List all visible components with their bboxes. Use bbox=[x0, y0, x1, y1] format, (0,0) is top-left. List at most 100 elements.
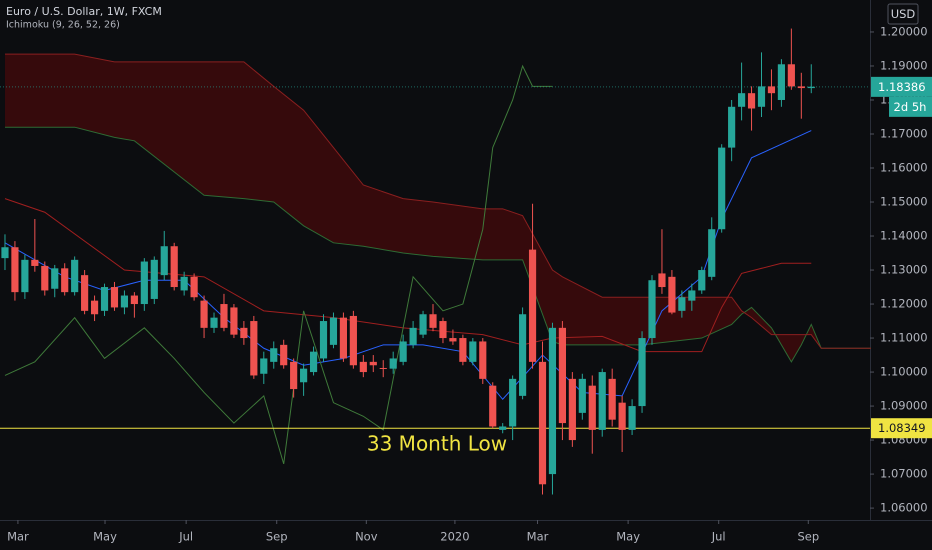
candle-body bbox=[150, 259, 158, 299]
candle-body bbox=[309, 351, 318, 373]
candle-body bbox=[300, 368, 308, 383]
candle-body bbox=[429, 314, 437, 328]
y-tick-label: 1.19000 bbox=[880, 58, 928, 72]
candle-body bbox=[90, 300, 99, 315]
currency-box[interactable] bbox=[887, 3, 919, 25]
candle-body bbox=[160, 246, 168, 276]
candle-body bbox=[389, 358, 397, 369]
candle-body bbox=[61, 268, 69, 293]
candle-body bbox=[499, 426, 507, 430]
candle-body bbox=[100, 287, 109, 311]
price-badge-label: 1.18386 bbox=[878, 80, 926, 94]
candle-body bbox=[519, 314, 527, 396]
y-tick-label: 1.14000 bbox=[880, 229, 928, 243]
x-tick-label: Sep bbox=[266, 530, 288, 544]
candle-body bbox=[767, 86, 776, 94]
y-tick-label: 1.13000 bbox=[880, 263, 928, 277]
x-tick-label: Sep bbox=[797, 530, 819, 544]
chart-title: Euro / U.S. Dollar, 1W, FXCM bbox=[6, 5, 162, 18]
currency-label[interactable]: USD bbox=[891, 7, 916, 21]
y-tick-label: 1.06000 bbox=[880, 501, 928, 515]
ichimoku-cloud bbox=[4, 54, 871, 362]
candle-body bbox=[439, 321, 447, 339]
candle-body bbox=[807, 86, 815, 89]
candle-body bbox=[747, 93, 756, 109]
candle-body bbox=[270, 348, 278, 362]
candle-body bbox=[339, 317, 348, 359]
candle-body bbox=[728, 106, 736, 148]
candle-body bbox=[81, 275, 89, 311]
candle-body bbox=[220, 304, 228, 328]
candle-body bbox=[41, 265, 49, 291]
candle-body bbox=[290, 361, 298, 390]
candle-body bbox=[449, 338, 457, 342]
low-badge-label: 1.08349 bbox=[878, 421, 926, 435]
candle-body bbox=[787, 64, 795, 87]
candle-body bbox=[260, 358, 268, 374]
countdown-badge bbox=[889, 96, 932, 117]
x-tick-label: Mar bbox=[527, 530, 549, 544]
candle-body bbox=[200, 300, 208, 328]
candle-body bbox=[369, 361, 377, 366]
x-tick-label: 2020 bbox=[440, 530, 469, 544]
y-tick-label: 1.16000 bbox=[880, 161, 928, 175]
candle-body bbox=[479, 341, 487, 379]
x-tick-label: Jul bbox=[178, 530, 193, 544]
indicator-label: Ichimoku (9, 26, 52, 26) bbox=[6, 20, 120, 31]
candle-body bbox=[469, 341, 477, 362]
candle-body bbox=[688, 290, 696, 301]
candle-body bbox=[419, 314, 427, 335]
cloud-span-b bbox=[4, 53, 871, 349]
candle-body bbox=[538, 361, 547, 485]
candle-body bbox=[459, 338, 467, 362]
candle-body bbox=[31, 259, 39, 266]
candle-body bbox=[618, 402, 626, 430]
candle-body bbox=[738, 93, 746, 107]
candle-body bbox=[11, 247, 19, 293]
candle-body bbox=[648, 280, 656, 339]
candle-body bbox=[578, 378, 586, 413]
x-tick-label: Jul bbox=[711, 530, 726, 544]
x-tick-label: May bbox=[616, 530, 640, 544]
candle-body bbox=[509, 378, 517, 427]
candle-body bbox=[797, 86, 805, 89]
cloud-span-a bbox=[4, 126, 871, 363]
candle-body bbox=[757, 86, 766, 107]
y-tick-label: 1.20000 bbox=[880, 24, 928, 38]
x-tick-label: May bbox=[93, 530, 117, 544]
candle-body bbox=[718, 147, 726, 230]
y-tick-label: 1.12000 bbox=[880, 297, 928, 311]
y-tick-label: 1.10000 bbox=[880, 365, 928, 379]
y-tick-label: 1.11000 bbox=[880, 331, 928, 345]
candle-body bbox=[638, 338, 646, 407]
candle-body bbox=[548, 327, 557, 475]
candle-body bbox=[180, 276, 188, 291]
y-tick-label: 1.09000 bbox=[880, 399, 928, 413]
candle-body bbox=[240, 327, 248, 339]
axes: 1.060001.070001.080001.090001.100001.110… bbox=[7, 24, 932, 544]
candle-body bbox=[190, 276, 198, 298]
y-tick-label: 1.15000 bbox=[880, 195, 928, 209]
countdown-label: 2d 5h bbox=[894, 100, 927, 114]
candle-body bbox=[698, 270, 706, 291]
candle-body bbox=[598, 372, 606, 430]
candle-body bbox=[250, 321, 258, 376]
candle-body bbox=[1, 247, 9, 259]
candle-body bbox=[51, 268, 59, 289]
price-badge bbox=[871, 76, 932, 97]
candle-body bbox=[379, 367, 387, 369]
low-badge bbox=[871, 418, 932, 439]
candle-body bbox=[21, 259, 29, 293]
candle-body bbox=[608, 378, 616, 420]
candle-body bbox=[120, 295, 129, 308]
candle-body bbox=[319, 321, 328, 359]
y-tick-label: 1.17000 bbox=[880, 126, 928, 140]
candle-body bbox=[489, 385, 497, 427]
x-tick-label: Nov bbox=[355, 530, 378, 544]
candle-body bbox=[628, 406, 636, 430]
candle-body bbox=[409, 327, 417, 345]
candle-body bbox=[658, 273, 666, 288]
candle-body bbox=[777, 64, 785, 100]
candle-body bbox=[230, 307, 238, 335]
candle-body bbox=[528, 249, 537, 362]
